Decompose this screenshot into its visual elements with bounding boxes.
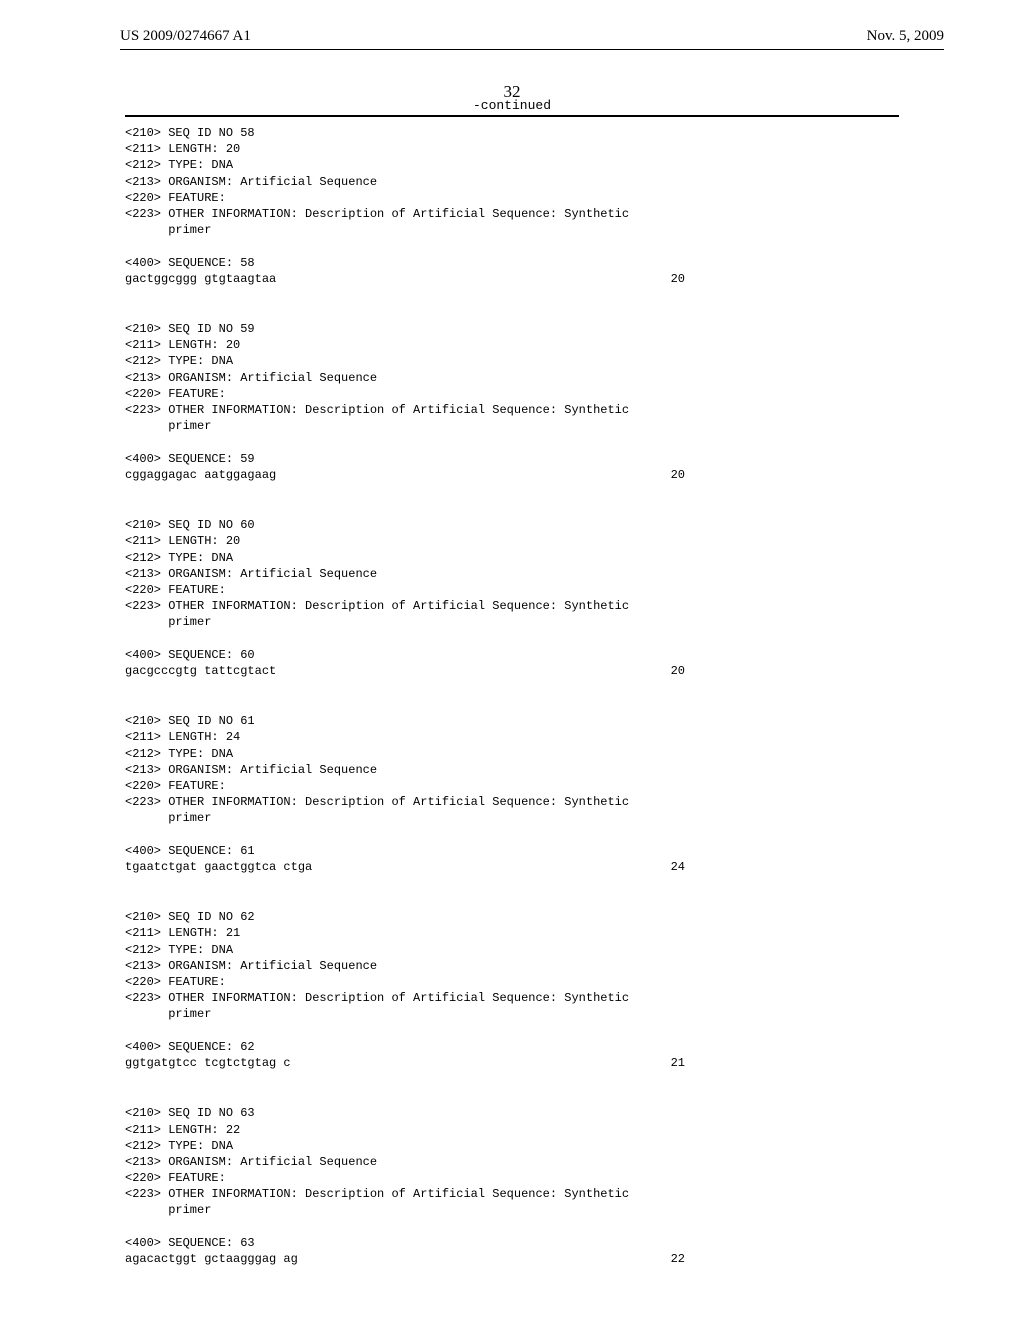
- sequence-length: 20: [655, 271, 685, 287]
- publication-date: Nov. 5, 2009: [867, 28, 944, 45]
- page-number: 32: [0, 82, 1024, 102]
- header-rule: [120, 49, 944, 50]
- sequence-length: 21: [655, 1055, 685, 1071]
- sequence-data: cggaggagac aatggagaag: [125, 467, 276, 483]
- publication-number: US 2009/0274667 A1: [120, 28, 251, 45]
- sequence-data: ggtgatgtcc tcgtctgtag c: [125, 1055, 291, 1071]
- sequence-listing: <210> SEQ ID NO 58 <211> LENGTH: 20 <212…: [0, 117, 1024, 1267]
- sequence-length: 24: [655, 859, 685, 875]
- sequence-block: <210> SEQ ID NO 62 <211> LENGTH: 21 <212…: [125, 909, 899, 1071]
- sequence-data: agacactggt gctaagggag ag: [125, 1251, 298, 1267]
- sequence-metadata: <210> SEQ ID NO 61 <211> LENGTH: 24 <212…: [125, 713, 899, 859]
- sequence-data: gacgcccgtg tattcgtact: [125, 663, 276, 679]
- sequence-data: gactggcggg gtgtaagtaa: [125, 271, 276, 287]
- sequence-data: tgaatctgat gaactggtca ctga: [125, 859, 312, 875]
- sequence-row: cggaggagac aatggagaag 20: [125, 467, 685, 483]
- sequence-length: 20: [655, 467, 685, 483]
- sequence-block: <210> SEQ ID NO 60 <211> LENGTH: 20 <212…: [125, 517, 899, 679]
- sequence-block: <210> SEQ ID NO 61 <211> LENGTH: 24 <212…: [125, 713, 899, 875]
- sequence-row: tgaatctgat gaactggtca ctga 24: [125, 859, 685, 875]
- sequence-metadata: <210> SEQ ID NO 59 <211> LENGTH: 20 <212…: [125, 321, 899, 467]
- sequence-block: <210> SEQ ID NO 63 <211> LENGTH: 22 <212…: [125, 1105, 899, 1267]
- sequence-row: gacgcccgtg tattcgtact 20: [125, 663, 685, 679]
- sequence-metadata: <210> SEQ ID NO 58 <211> LENGTH: 20 <212…: [125, 125, 899, 271]
- sequence-metadata: <210> SEQ ID NO 63 <211> LENGTH: 22 <212…: [125, 1105, 899, 1251]
- sequence-row: agacactggt gctaagggag ag 22: [125, 1251, 685, 1267]
- sequence-metadata: <210> SEQ ID NO 62 <211> LENGTH: 21 <212…: [125, 909, 899, 1055]
- sequence-metadata: <210> SEQ ID NO 60 <211> LENGTH: 20 <212…: [125, 517, 899, 663]
- sequence-length: 20: [655, 663, 685, 679]
- sequence-row: ggtgatgtcc tcgtctgtag c 21: [125, 1055, 685, 1071]
- sequence-row: gactggcggg gtgtaagtaa 20: [125, 271, 685, 287]
- sequence-block: <210> SEQ ID NO 59 <211> LENGTH: 20 <212…: [125, 321, 899, 483]
- sequence-block: <210> SEQ ID NO 58 <211> LENGTH: 20 <212…: [125, 125, 899, 287]
- sequence-length: 22: [655, 1251, 685, 1267]
- page-header: US 2009/0274667 A1 Nov. 5, 2009: [0, 0, 1024, 49]
